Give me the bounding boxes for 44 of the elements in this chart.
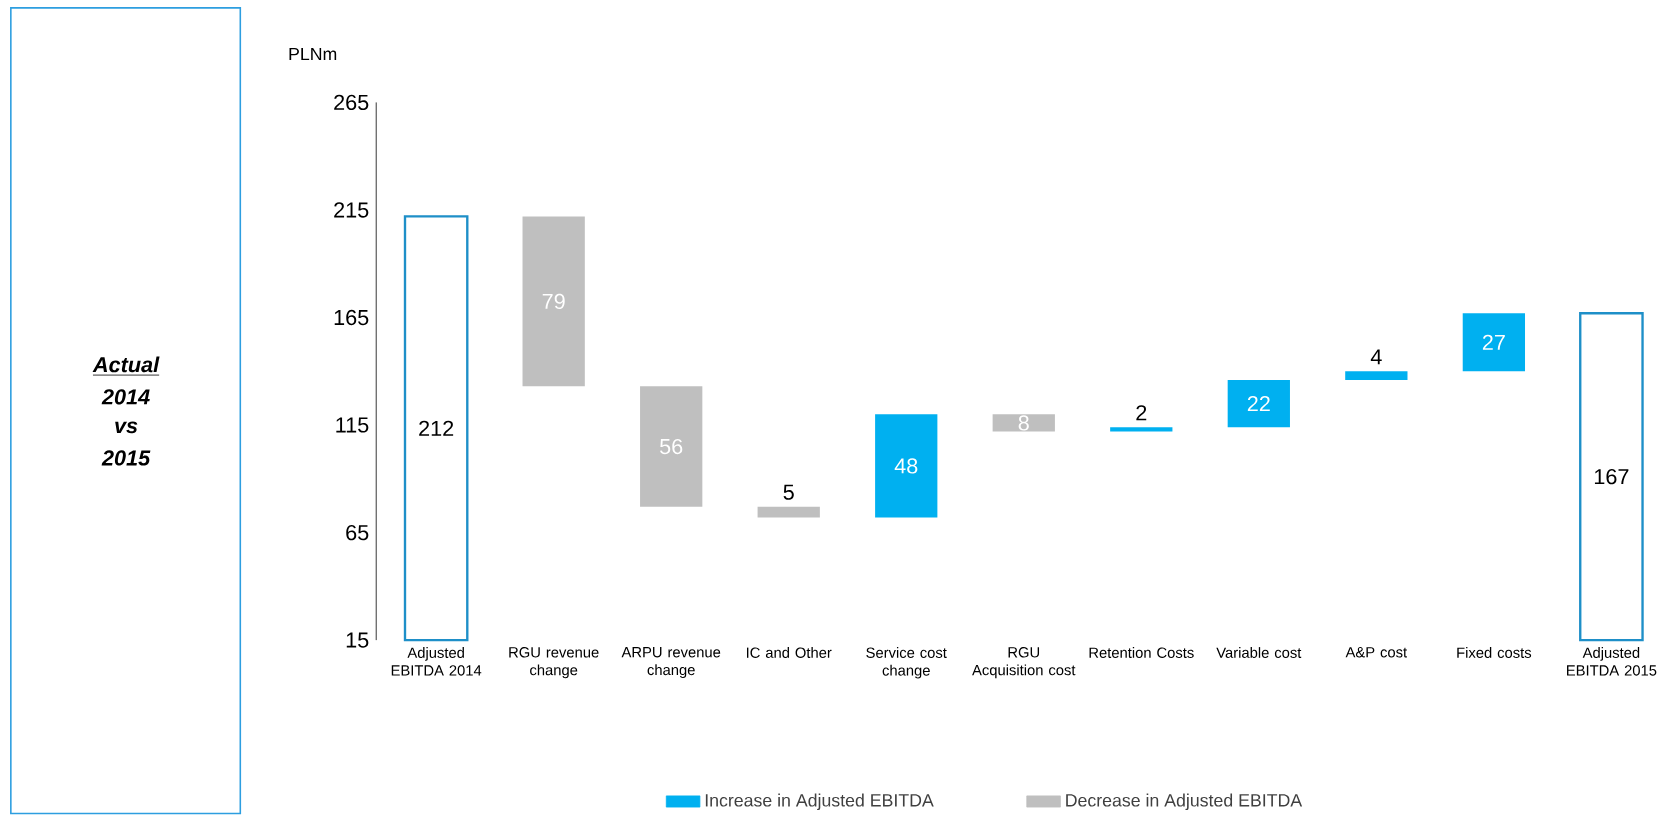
data-label: 5 [783, 484, 794, 500]
data-label: 2 [1136, 405, 1147, 421]
x-tick-label: RGU Acquisition cost [972, 646, 1076, 679]
data-label: 56 [660, 438, 683, 455]
y-tick-label: 215 [334, 202, 369, 218]
text: 2014 [101, 389, 150, 405]
x-tick-label: Variable cost [1216, 646, 1302, 658]
x-tick-label: ARPU revenue change [621, 646, 721, 678]
y-tick-label: 65 [346, 524, 369, 541]
data-label: 22 [1247, 395, 1270, 411]
data-label: 4 [1370, 349, 1382, 365]
data-label: 27 [1482, 334, 1505, 350]
y-tick-label: 15 [346, 632, 369, 648]
bar [757, 506, 820, 518]
data-label: 79 [542, 293, 565, 309]
legend-label: Decrease in Adjusted EBITDA [1066, 793, 1303, 810]
y-tick-label: 265 [334, 94, 369, 110]
x-tick-label: Adjusted EBITDA 2014 [391, 646, 482, 676]
bar [522, 216, 585, 387]
x-tick-label: IC and Other [746, 646, 832, 658]
bar [1110, 427, 1173, 432]
y-axis-title: PLNm [289, 47, 337, 60]
x-tick-label: RGU revenue change [509, 646, 599, 679]
bar [875, 414, 938, 518]
text: vs [115, 421, 138, 434]
legend-label: Increase in Adjusted EBITDA [705, 793, 934, 810]
bar [1345, 371, 1408, 380]
bar [1227, 379, 1290, 428]
y-tick-label: 115 [336, 417, 369, 433]
data-label: 167 [1594, 468, 1629, 485]
x-tick-label: Adjusted EBITDA 2015 [1567, 646, 1657, 676]
bar [992, 414, 1055, 432]
text: 2015 [101, 450, 151, 466]
data-label: 212 [419, 420, 454, 436]
y-tick-label: 165 [334, 309, 369, 326]
data-label: 48 [894, 458, 918, 474]
x-tick-label: A&P cost [1345, 646, 1407, 658]
x-tick-label: Fixed costs [1457, 646, 1532, 658]
bar [640, 386, 703, 507]
x-tick-label: Retention Costs [1089, 646, 1194, 658]
x-tick-label: Service cost change [866, 646, 947, 679]
data-label: 8 [1018, 415, 1029, 431]
bar [1462, 313, 1526, 372]
text: Actual [92, 356, 160, 373]
